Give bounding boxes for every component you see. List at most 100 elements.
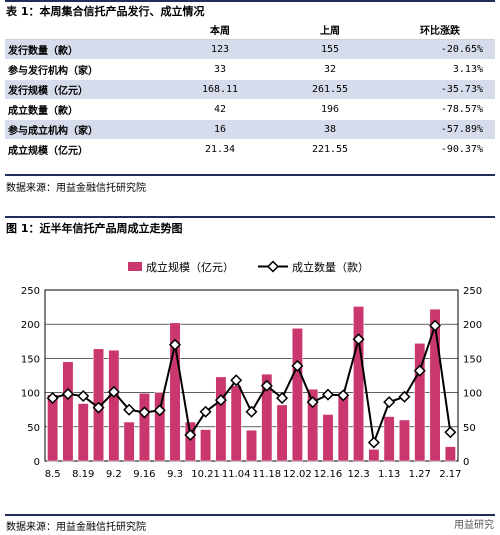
row-change: -57.89%	[385, 119, 495, 140]
y-left-tick-label: 100	[21, 389, 40, 400]
row-change: -20.65%	[385, 39, 495, 60]
line-point	[352, 333, 365, 346]
bar	[154, 392, 166, 462]
x-tick-label: 12.16	[314, 469, 343, 480]
top-rule	[5, 0, 495, 2]
y-left-tick-label: 150	[21, 354, 40, 365]
row-label: 发行数量（款）	[5, 39, 165, 60]
y-left-tick-label: 250	[21, 286, 40, 297]
x-tick-label: 8.19	[72, 469, 94, 480]
bar	[200, 429, 212, 462]
bar	[429, 308, 441, 462]
line-point	[61, 387, 74, 400]
line-point	[383, 396, 396, 409]
line-point	[153, 404, 166, 417]
y-right-tick-label: 150	[463, 354, 482, 365]
x-tick-label: 1.27	[409, 469, 431, 480]
table-bottom-rule	[5, 174, 495, 176]
x-tick-label: 11.04	[222, 469, 251, 480]
row-label: 成立数量（款）	[5, 99, 165, 120]
row-last-week: 196	[275, 99, 385, 120]
y-left-tick-label: 50	[27, 423, 40, 434]
table-row: 参与成立机构（家） 16 38 -57.89%	[5, 119, 495, 140]
x-tick-label: 9.2	[106, 469, 122, 480]
bar	[291, 328, 303, 462]
row-this-week: 168.11	[165, 79, 275, 100]
row-last-week: 155	[275, 39, 385, 60]
y-left-tick-label: 0	[34, 457, 40, 468]
y-right-tick-label: 250	[463, 286, 482, 297]
bar	[414, 343, 426, 462]
table-row: 发行数量（款） 123 155 -20.65%	[5, 39, 495, 60]
figure-top-rule	[5, 216, 495, 218]
bar	[184, 421, 196, 462]
header-change: 环比涨跌	[385, 20, 495, 40]
row-label: 参与成立机构（家）	[5, 119, 165, 140]
legend-line-label: 成立数量（款）	[292, 260, 369, 274]
x-tick-label: 12.02	[283, 469, 312, 480]
line-point	[107, 385, 120, 398]
table-source: 数据来源：用益金融信托研究院	[6, 183, 146, 194]
bar	[47, 394, 59, 462]
table-row: 发行规模（亿元） 168.11 261.55 -35.73%	[5, 79, 495, 100]
bar	[383, 416, 395, 462]
bar	[123, 421, 135, 462]
table-title: 表 1：本周集合信托产品发行、成立情况	[6, 5, 205, 18]
line-point	[199, 405, 212, 418]
row-label: 发行规模（亿元）	[5, 79, 165, 100]
line-point	[306, 396, 319, 409]
bar	[77, 403, 89, 462]
figure-source: 数据来源：用益金融信托研究院	[6, 522, 146, 533]
legend-bar-swatch	[128, 262, 142, 271]
row-last-week: 32	[275, 59, 385, 80]
line-point	[413, 364, 426, 377]
y-left-tick-label: 200	[21, 320, 40, 331]
line-point	[337, 389, 350, 402]
table-row: 成立数量（款） 42 196 -78.57%	[5, 99, 495, 120]
chart-container: 0 0 50 50 100 100 150 150 200 200 250 250 8.5 8.19 9.2…	[5, 236, 495, 514]
x-tick-label: 9.3	[167, 469, 183, 480]
line-point	[398, 390, 411, 403]
weekly-stats-table: 本周 上周 环比涨跌 发行数量（款） 123 155 -20.65% 参与发行机…	[5, 20, 495, 160]
bar	[276, 404, 288, 462]
line-point	[230, 374, 243, 387]
combo-chart: 0 0 50 50 100 100 150 150 200 200 250 250 8.5 8.19 9.2…	[21, 260, 482, 480]
line-point	[123, 403, 136, 416]
line-point	[367, 436, 380, 449]
legend-line-marker	[266, 260, 280, 273]
x-tick-label: 12.3	[347, 469, 369, 480]
y-right-tick-label: 0	[463, 457, 469, 468]
bar	[337, 393, 349, 462]
y-right-tick-label: 200	[463, 320, 482, 331]
row-this-week: 21.34	[165, 139, 275, 160]
header-this-week: 本周	[165, 20, 275, 40]
row-this-week: 123	[165, 39, 275, 60]
table-header-row: 本周 上周 环比涨跌	[5, 20, 495, 40]
line-point	[276, 392, 289, 405]
x-tick-label: 11.18	[252, 469, 281, 480]
bar	[322, 414, 334, 462]
figure-bottom-rule	[5, 514, 495, 516]
bar	[169, 322, 181, 462]
bar	[399, 419, 410, 462]
x-tick-label: 9.16	[133, 469, 155, 480]
row-last-week: 221.55	[275, 139, 385, 160]
watermark: 用益研究	[454, 520, 494, 531]
line-point	[46, 392, 59, 405]
table-row: 参与发行机构（家） 33 32 3.13%	[5, 59, 495, 80]
x-tick-label: 2.17	[439, 469, 461, 480]
table-row: 成立规模（亿元） 21.34 221.55 -90.37%	[5, 139, 495, 160]
bar	[62, 361, 74, 462]
row-change: -90.37%	[385, 139, 495, 160]
bar	[368, 449, 380, 462]
y-right-tick-label: 100	[463, 389, 482, 400]
legend-bar-label: 成立规模（亿元）	[146, 260, 234, 274]
bar	[261, 373, 273, 462]
y-right-tick-label: 50	[463, 423, 476, 434]
x-tick-label: 8.5	[45, 469, 61, 480]
row-last-week: 38	[275, 119, 385, 140]
line-point	[260, 379, 273, 392]
row-label: 成立规模（亿元）	[5, 139, 165, 160]
row-last-week: 261.55	[275, 79, 385, 100]
line-point	[77, 390, 90, 403]
